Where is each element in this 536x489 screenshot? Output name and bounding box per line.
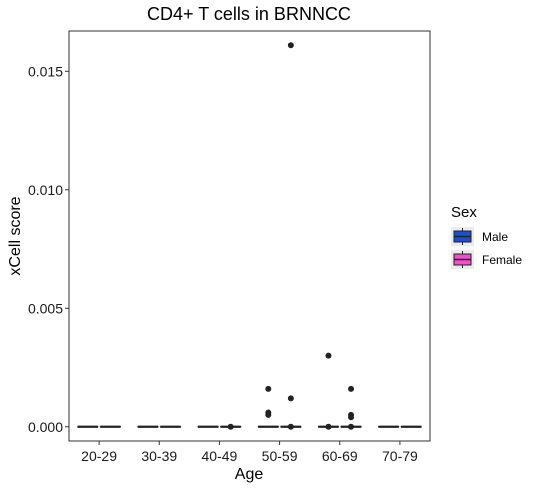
- y-axis: 0.000 0.005 0.010 0.015: [28, 63, 69, 435]
- x-tick-label: 50-59: [262, 448, 298, 464]
- outlier-point: [348, 423, 355, 430]
- x-tick-label: 20-29: [81, 448, 117, 464]
- chart-title: CD4+ T cells in BRNNCC: [147, 4, 351, 24]
- outlier-point: [348, 385, 355, 392]
- outlier-layer: [227, 42, 355, 430]
- x-tick-label: 40-49: [202, 448, 238, 464]
- outlier-point: [287, 423, 294, 430]
- legend-key-female: [451, 250, 474, 269]
- outlier-point: [287, 42, 294, 49]
- outlier-point: [265, 411, 272, 418]
- x-tick-label: 60-69: [322, 448, 358, 464]
- x-tick-label: 70-79: [382, 448, 418, 464]
- y-tick-label: 0.010: [28, 182, 63, 198]
- x-axis: 20-29 30-39 40-49 50-59 60-69 70-79: [81, 441, 418, 464]
- y-tick-label: 0.000: [28, 419, 63, 435]
- outlier-point: [348, 414, 355, 421]
- outlier-point: [227, 423, 234, 430]
- outlier-point: [287, 395, 294, 402]
- x-axis-title: Age: [235, 466, 264, 483]
- outlier-point: [325, 352, 332, 359]
- y-tick-label: 0.005: [28, 300, 63, 316]
- x-tick-label: 30-39: [141, 448, 177, 464]
- y-tick-label: 0.015: [28, 63, 63, 79]
- outlier-point: [325, 423, 332, 430]
- plot-panel: [68, 30, 431, 442]
- legend: Sex Male Female: [451, 204, 522, 269]
- legend-key-male: [451, 227, 474, 246]
- legend-label-male: Male: [482, 230, 508, 244]
- y-axis-title: xCell score: [7, 196, 24, 275]
- legend-label-female: Female: [482, 253, 522, 267]
- legend-title: Sex: [451, 204, 477, 221]
- outlier-point: [265, 385, 272, 392]
